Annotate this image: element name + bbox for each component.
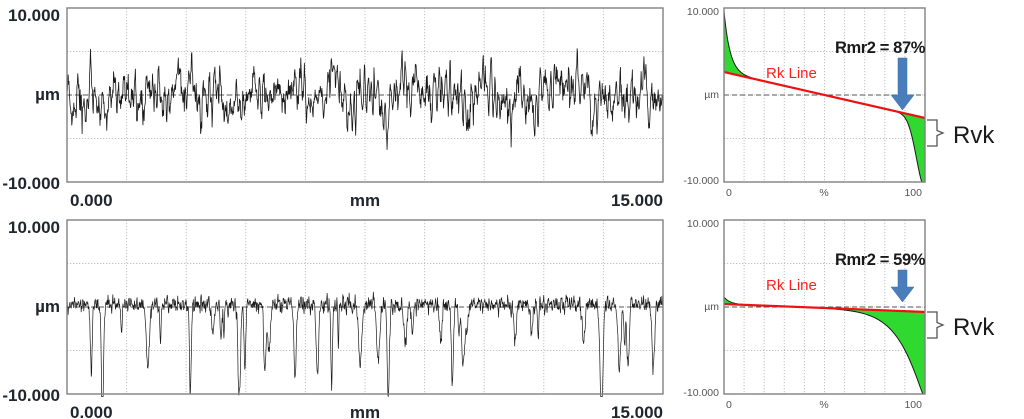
- svg-text:-10.000: -10.000: [683, 175, 719, 187]
- svg-text:100: 100: [904, 187, 922, 199]
- svg-text:100: 100: [904, 399, 922, 411]
- svg-text:0.000: 0.000: [70, 403, 113, 419]
- svg-text:%: %: [819, 399, 828, 411]
- svg-text:-10.000: -10.000: [2, 386, 60, 405]
- svg-text:µm: µm: [704, 301, 719, 313]
- svg-text:Rmr2 = 87%: Rmr2 = 87%: [835, 39, 926, 57]
- svg-text:0.000: 0.000: [70, 191, 113, 210]
- svg-text:Rk Line: Rk Line: [766, 277, 817, 294]
- svg-text:µm: µm: [704, 89, 719, 101]
- svg-text:Rvk: Rvk: [953, 314, 995, 341]
- svg-text:10.000: 10.000: [8, 218, 60, 237]
- svg-text:0: 0: [726, 187, 732, 199]
- svg-text:10.000: 10.000: [687, 6, 719, 18]
- svg-text:%: %: [819, 187, 828, 199]
- svg-text:Rk Line: Rk Line: [766, 65, 817, 82]
- svg-text:10.000: 10.000: [8, 6, 60, 25]
- svg-text:15.000: 15.000: [611, 403, 663, 419]
- svg-text:µm: µm: [35, 85, 60, 104]
- svg-text:-10.000: -10.000: [683, 387, 719, 399]
- svg-text:15.000: 15.000: [611, 191, 663, 210]
- svg-text:Rmr2 = 59%: Rmr2 = 59%: [835, 251, 926, 269]
- svg-text:mm: mm: [350, 191, 380, 210]
- svg-text:-10.000: -10.000: [2, 174, 60, 193]
- svg-text:µm: µm: [35, 297, 60, 316]
- svg-text:0: 0: [726, 399, 732, 411]
- svg-text:Rvk: Rvk: [953, 122, 995, 149]
- svg-text:mm: mm: [350, 403, 380, 419]
- svg-text:10.000: 10.000: [687, 218, 719, 230]
